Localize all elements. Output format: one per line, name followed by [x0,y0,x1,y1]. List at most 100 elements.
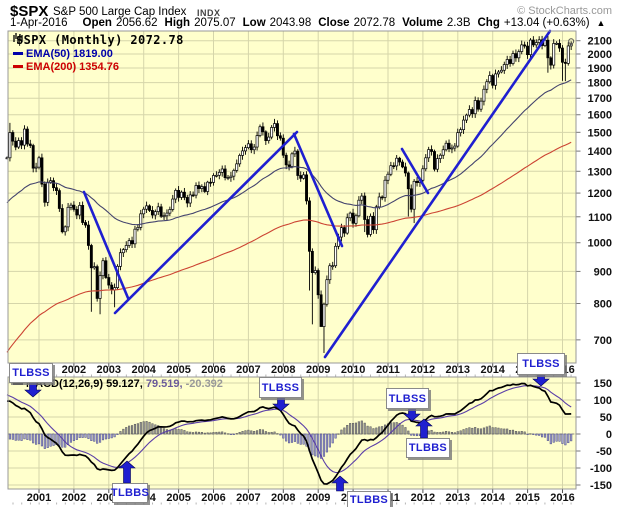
quote-label: Low [242,17,266,29]
main-y-tick-label: 1800 [588,78,612,90]
quote-label: High [164,17,191,29]
mid-axis-year-label: 2013 [446,364,470,376]
main-y-tick-label: 1500 [588,127,612,139]
exchange-label: INDX [197,8,221,18]
bottom-axis-year-label: 2009 [306,492,330,504]
ema200-legend-text: EMA(200) 1354.76 [26,61,119,73]
ohlc-quote-row: 1-Apr-2016 Open 2056.62 High 2075.07 Low 2043… [10,17,614,29]
bottom-axis-year-label: 2005 [166,492,190,504]
annotation-label-tlbbs: TLBBS [347,491,391,507]
quote-value: 2056.62 [115,17,158,29]
main-y-tick-label: 1700 [588,93,612,105]
bottom-axis-year-label: 2002 [62,492,86,504]
quote-label: Volume [402,17,443,29]
macd-y-tick-label: 50 [600,412,612,424]
trendline [323,29,552,359]
main-y-tick-label: 700 [594,335,612,347]
annotation-label-tlbss: TLBSS [9,363,53,383]
sell-signal-arrow-icon [272,395,290,412]
mid-axis-year-label: 2004 [131,364,156,376]
bottom-axis-year-label: 2016 [550,492,574,504]
macd-signal-line [6,385,572,474]
candles-layer [5,35,573,354]
mid-axis-year-label: 2005 [166,364,190,376]
ema50-line-swatch [13,52,23,55]
quote-value: 2.3B [446,17,471,29]
quote-value: 2075.07 [194,17,236,29]
mid-axis-year-label: 2007 [236,364,260,376]
macd-legend-hist: -20.392 [185,378,223,390]
last-price-marker [568,38,575,45]
stockcharts-credit: © StockCharts.com [517,5,612,17]
bottom-axis-year-label: 2014 [480,492,505,504]
ema200-line-swatch [13,65,23,68]
trendline [82,190,130,300]
quote-label: Close [318,17,350,29]
main-y-tick-label: 1300 [588,166,612,178]
macd-legend: MACD(12,26,9) 59.127, 79.519, -20.392 [13,378,223,390]
bottom-axis-year-label: 2007 [236,492,260,504]
main-y-tick-label: 1000 [588,238,612,250]
buy-signal-arrow-icon [415,418,433,439]
change-direction-icon: ▲ [596,18,606,28]
mid-axis-year-label: 2002 [62,364,86,376]
annotation-label-tlbbs: TLBBS [406,438,450,458]
main-y-tick-label: 900 [594,266,612,278]
buy-signal-arrow-icon [331,475,349,492]
bottom-axis-year-label: 2006 [201,492,225,504]
main-y-tick-label: 2100 [588,36,612,48]
annotation-label-tlbss: TLBSS [517,353,565,375]
index-name: S&P 500 Large Cap Index [53,6,187,18]
mid-axis-year-label: 2006 [201,364,225,376]
macd-legend-main: MACD(12,26,9) 59.127, [26,378,143,390]
mid-axis-year-label: 2009 [306,364,330,376]
main-y-tick-label: 1200 [588,188,612,200]
quote-value: 2043.98 [269,17,312,29]
sell-signal-arrow-icon [403,406,421,422]
bottom-axis-year-label: 2001 [27,492,51,504]
trendline [292,132,344,248]
macd-y-tick-label: 100 [594,395,612,407]
macd-y-tick-label: 0 [606,429,612,441]
ema50-legend: EMA(50) 1819.00 [13,48,113,60]
ema50-line [6,79,572,226]
quote-value: 2072.78 [353,17,396,29]
macd-y-tick-label: -150 [590,480,612,492]
macd-y-tick-label: -100 [590,463,612,475]
quote-value: +13.04 (+0.63%) [503,17,590,29]
bottom-axis-year-label: 2012 [411,492,435,504]
main-y-tick-label: 1400 [588,146,612,158]
quote-label: Open [82,17,112,29]
trendline [400,147,430,195]
macd-line [6,382,572,485]
macd-line-swatch [13,382,23,385]
ema50-legend-text: EMA(50) 1819.00 [26,48,113,60]
ema200-line [6,141,572,353]
ema200-legend: EMA(200) 1354.76 [13,61,119,73]
mid-axis-year-label: 2010 [341,364,365,376]
trendline [113,130,299,315]
mid-axis-year-label: 2014 [480,364,505,376]
mid-axis-year-label: 2003 [97,364,121,376]
main-y-tick-label: 2000 [588,49,612,61]
annotation-label-tlbbs: TLBBS [111,483,149,503]
macd-legend-signal: 79.519, [145,378,183,390]
quote-label: Chg [477,17,500,29]
main-y-tick-label: 1100 [588,212,612,224]
annotation-label-tlbss: TLBSS [259,377,302,398]
mid-axis-year-label: 2008 [271,364,295,376]
macd-y-tick-label: -50 [596,446,612,458]
quote-date: 1-Apr-2016 [10,17,68,29]
ticker-symbol: $SPX [10,3,49,20]
main-legend-text: $SPX (Monthly) 2072.78 [16,33,184,47]
main-y-tick-label: 1900 [588,63,612,75]
sell-signal-arrow-icon [24,380,42,398]
macd-y-tick-label: 150 [594,378,612,390]
main-y-tick-label: 1600 [588,110,612,122]
main-chart-legend: $SPX (Monthly) 2072.78 [13,33,184,47]
buy-signal-arrow-icon [118,460,136,484]
mid-axis-year-label: 2012 [411,364,435,376]
